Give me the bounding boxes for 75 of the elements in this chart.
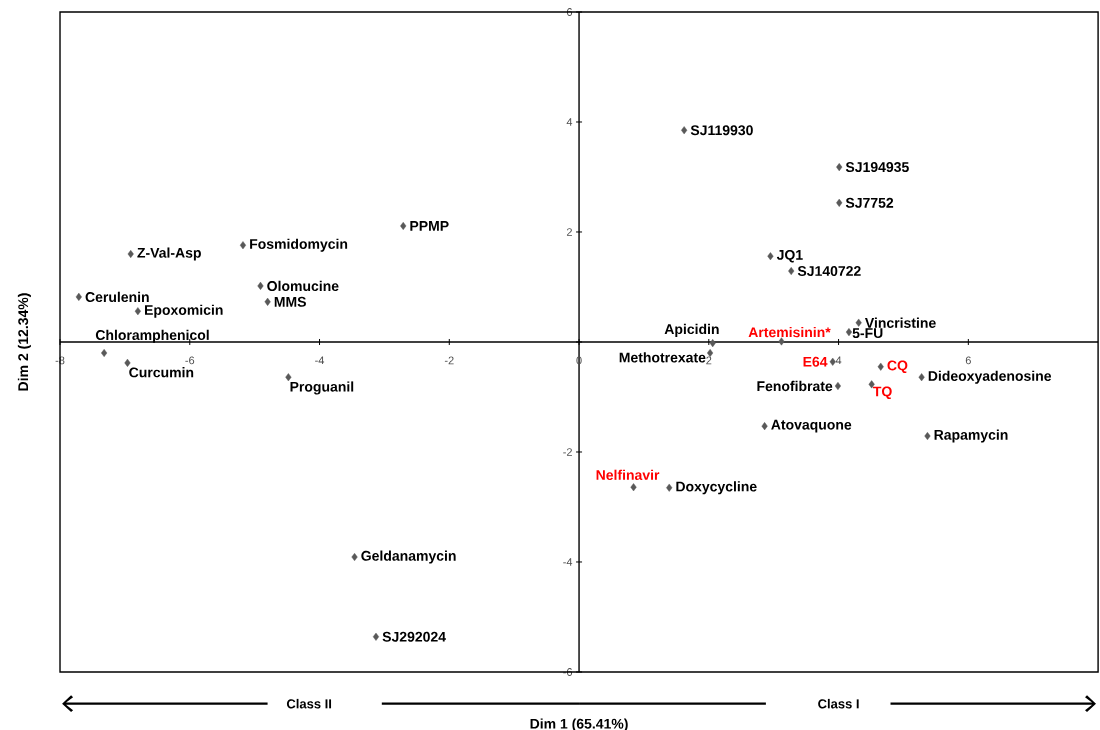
point [124,358,131,367]
point [666,483,673,492]
x-tick-label: -2 [444,356,454,365]
annotation: Vincristine [864,317,936,328]
annotation: SJ194935 [845,162,909,173]
annotation: Cerulenin [85,291,149,303]
x-tick-label: -4 [315,356,325,365]
point [877,362,884,371]
annotation: Fenofibrate [757,380,833,392]
point [264,297,271,306]
annotation: SJ7752 [845,197,894,208]
point [836,198,843,207]
annotation: Atovaquone [771,419,852,433]
annotation: SJ119930 [690,125,753,136]
point [868,380,875,389]
point [924,432,931,441]
y-axis-title: Dim 2 (12.34%) [17,293,31,391]
annotation: Epoxomicin [145,304,223,318]
point [285,373,292,382]
text: Class II [286,698,332,709]
x-tick-label: 4 [835,356,842,365]
annotation: Dideoxyadenosine [928,370,1052,384]
y-tick-label: 4 [566,118,573,126]
point [239,241,247,250]
text: Class I [818,698,859,709]
annotation: 5-FU [852,328,883,339]
point [351,553,358,562]
annotation: Nelfinavir [596,469,660,480]
annotation: Z-Val-Asp [137,247,201,261]
annotation: Rapamycin [934,429,1008,443]
annotation: CQ [887,360,908,374]
annotation: Geldanamycin [361,550,456,564]
point [767,252,774,261]
annotation: Chloramphenicol [95,329,209,343]
annotation: Proguanil [290,381,354,395]
y-tick-label: 2 [566,228,572,236]
annotation: JQ1 [776,249,803,263]
y-tick-label: 6 [566,8,573,16]
annotation: Fosmidomycin [250,238,348,252]
point [372,632,380,641]
annotation: Curcumin [129,367,194,378]
x-tick-label: 2 [706,356,712,365]
annotation: Artemisinin* [748,326,831,338]
x-tick-label: 6 [965,356,971,365]
annotation: SJ140722 [797,266,861,276]
point [829,357,836,366]
annotation: MMS [274,296,306,307]
y-tick-label: -4 [563,558,573,566]
point [855,318,862,327]
x-tick-label: -6 [185,356,195,365]
point [101,348,108,357]
point [630,483,637,492]
point [75,292,82,301]
point [709,339,716,348]
point [127,249,134,258]
annotation: PPMP [410,221,449,231]
annotation: E64 [803,356,828,367]
point [788,267,795,276]
point [834,381,841,390]
point [707,348,714,357]
point [257,281,264,290]
point [400,221,407,230]
annotation: Olomucine [267,280,339,292]
annotation: SJ292024 [382,631,446,642]
annotation: Doxycycline [676,481,757,495]
point [134,307,141,316]
point [845,328,852,337]
point [761,422,768,431]
y-tick-label: -2 [563,448,572,456]
point [836,163,843,172]
annotation: Methotrexate [619,352,706,363]
annotation: TQ [873,386,892,400]
annotation: Apicidin [664,323,719,337]
point [681,126,688,135]
point [918,373,925,382]
